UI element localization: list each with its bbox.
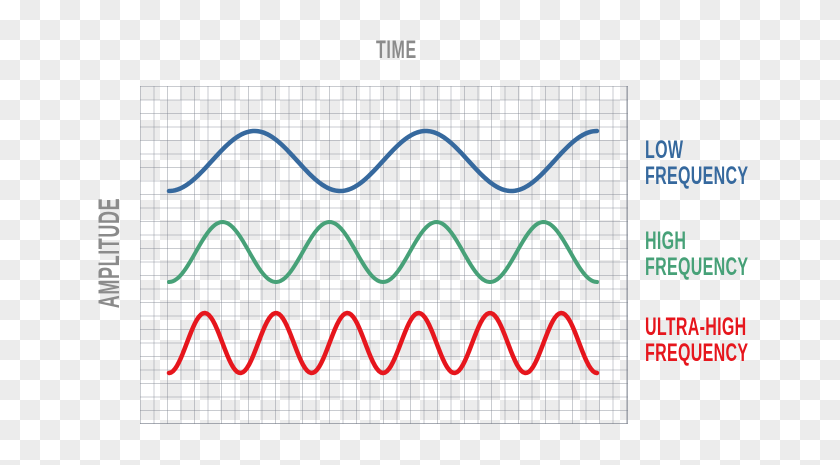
legend-high-frequency: HIGH FREQUENCY	[645, 228, 748, 280]
legend-low-frequency: LOW FREQUENCY	[645, 137, 748, 189]
legend-ultra-line1: ULTRA-HIGH	[645, 313, 747, 341]
legend-high-line2: FREQUENCY	[645, 253, 749, 281]
plot-grid	[140, 86, 628, 424]
x-axis-title: TIME	[376, 36, 440, 65]
x-axis-title-text: TIME	[376, 36, 417, 64]
legend-high-line1: HIGH	[645, 227, 687, 255]
legend-low-line2: FREQUENCY	[645, 162, 749, 190]
legend-ultra-high-frequency: ULTRA-HIGH FREQUENCY	[645, 314, 748, 366]
y-axis-title: AMPLITUDE	[93, 197, 126, 309]
legend-low-line1: LOW	[645, 136, 684, 164]
legend-ultra-line2: FREQUENCY	[645, 339, 749, 367]
